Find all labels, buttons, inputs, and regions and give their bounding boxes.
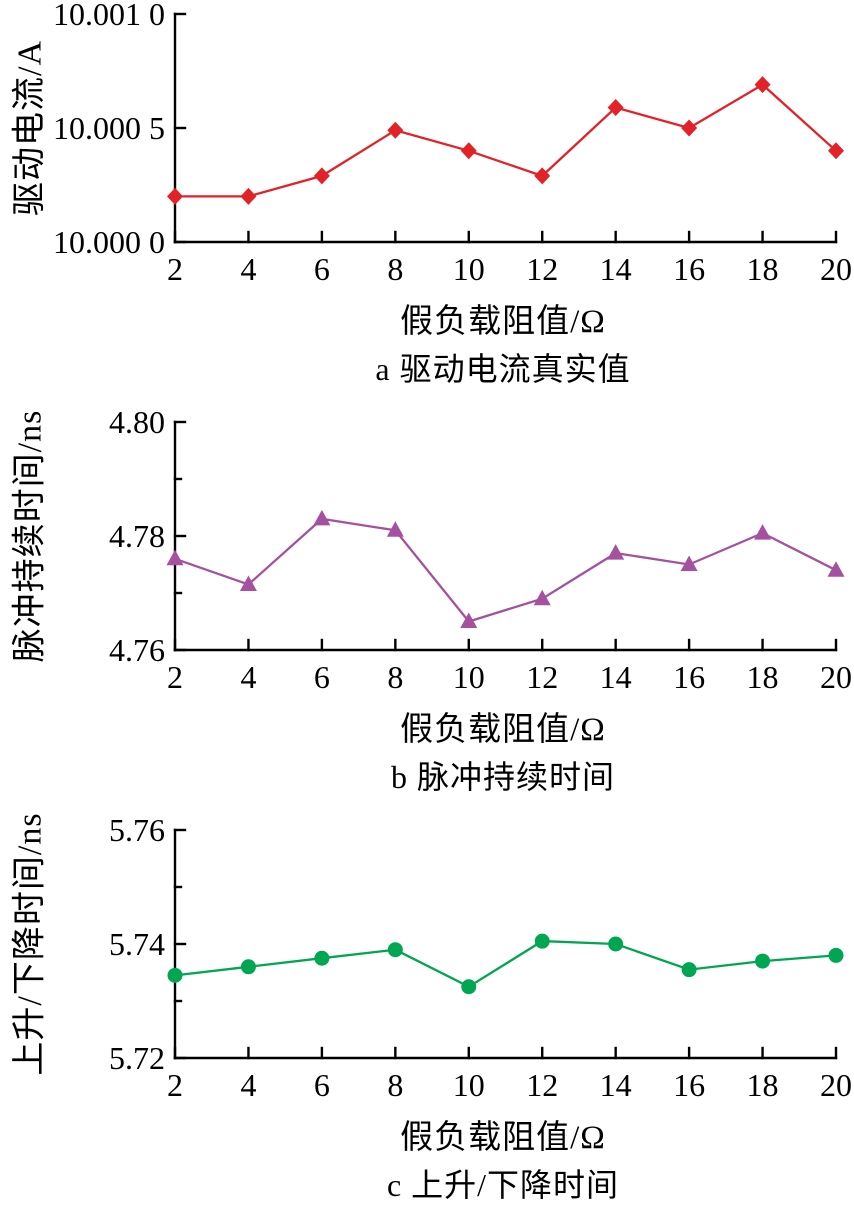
y-tick-label: 10.000 5 — [53, 110, 165, 146]
x-tick-label: 20 — [820, 1067, 852, 1103]
data-point-triangle — [239, 575, 257, 591]
x-tick-label: 8 — [387, 1067, 403, 1103]
x-tick-label: 4 — [240, 251, 256, 287]
data-point-triangle — [533, 589, 551, 606]
x-tick-label: 16 — [673, 251, 705, 287]
chart-c-caption: c 上升/下降时间 — [386, 1167, 620, 1203]
data-line — [174, 939, 837, 989]
data-point-diamond — [387, 121, 404, 139]
x-tick-label: 12 — [526, 659, 558, 695]
x-tick-label: 2 — [167, 251, 183, 287]
chart-a-plot: 10.000 0 10.000 5 10.001 0 2 4 6 8 10 12 14 16 18 20 — [53, 0, 852, 287]
chart-c-x-axis-label: 假负载阻值/Ω — [400, 1120, 606, 1156]
x-tick-label: 16 — [673, 659, 705, 695]
data-point-circle — [461, 979, 477, 995]
data-point-circle — [167, 967, 183, 983]
chart-c-y-axis-label: 上升/下降时间/ns — [11, 812, 49, 1076]
data-line — [175, 83, 837, 198]
x-tick-label: 4 — [240, 659, 256, 695]
data-point-circle — [387, 942, 403, 958]
x-tick-label: 10 — [453, 659, 485, 695]
data-point-diamond — [828, 142, 844, 160]
y-tick-label: 5.74 — [109, 926, 165, 962]
x-tick-label: 18 — [747, 251, 779, 287]
y-tick-label: 5.72 — [109, 1040, 165, 1076]
chart-a-x-axis-label: 假负载阻值/Ω — [400, 304, 606, 340]
data-point-circle — [828, 947, 844, 963]
data-point-diamond — [460, 142, 477, 160]
data-line — [174, 517, 837, 623]
data-point-triangle — [607, 544, 625, 560]
chart-a: 驱动电流/A 10.000 0 10.000 5 10.001 0 2 4 6 8 10 12 1… — [0, 0, 854, 408]
x-tick-label: 14 — [600, 659, 632, 695]
x-tick-label: 20 — [820, 251, 852, 287]
data-point-triangle — [460, 612, 478, 628]
data-point-circle — [314, 950, 330, 966]
x-tick-label: 18 — [747, 659, 779, 695]
x-tick-label: 20 — [820, 659, 852, 695]
data-point-circle — [755, 953, 771, 969]
x-tick-label: 6 — [314, 251, 330, 287]
data-point-diamond — [754, 76, 771, 94]
x-tick-label: 4 — [240, 1067, 256, 1103]
x-tick-label: 8 — [387, 659, 403, 695]
data-point-circle — [240, 959, 256, 975]
data-point-circle — [534, 933, 550, 949]
data-point-triangle — [166, 549, 184, 566]
data-point-diamond — [313, 167, 330, 185]
data-point-triangle — [386, 521, 404, 537]
data-point-triangle — [680, 555, 698, 571]
y-tick-label: 4.80 — [109, 408, 165, 440]
chart-a-caption: a 驱动电流真实值 — [375, 351, 631, 387]
x-tick-label: 16 — [673, 1067, 705, 1103]
chart-b: 脉冲持续时间/ns 4.76 4.78 4.80 2 4 6 8 10 12 14 16 18 20 假… — [0, 408, 854, 816]
x-tick-label: 6 — [314, 659, 330, 695]
chart-b-plot: 4.76 4.78 4.80 2 4 6 8 10 12 14 16 18 20 — [109, 408, 852, 695]
x-tick-label: 8 — [387, 251, 403, 287]
chart-c-plot: 5.72 5.74 5.76 2 4 6 8 10 12 14 16 18 20 — [109, 816, 852, 1103]
data-point-diamond — [681, 119, 698, 137]
x-tick-label: 10 — [453, 251, 485, 287]
x-tick-label: 2 — [167, 659, 183, 695]
y-tick-label: 10.000 0 — [53, 224, 165, 260]
x-tick-label: 14 — [600, 251, 632, 287]
chart-a-y-axis-label: 驱动电流/A — [11, 40, 49, 216]
chart-c: 上升/下降时间/ns 5.72 5.74 5.76 2 4 6 8 10 12 14 16 18 20 … — [0, 812, 854, 1224]
x-tick-label: 6 — [314, 1067, 330, 1103]
data-point-triangle — [827, 561, 845, 577]
data-point-triangle — [754, 524, 772, 540]
y-tick-label: 10.001 0 — [53, 0, 165, 32]
data-point-circle — [608, 936, 624, 952]
y-tick-label: 5.76 — [109, 816, 165, 848]
data-point-circle — [681, 962, 697, 978]
data-point-diamond — [534, 167, 551, 185]
y-tick-label: 4.76 — [109, 632, 165, 668]
chart-b-y-axis-label: 脉冲持续时间/ns — [11, 409, 49, 663]
data-point-diamond — [167, 187, 183, 205]
x-tick-label: 2 — [167, 1067, 183, 1103]
x-tick-label: 12 — [526, 1067, 558, 1103]
data-point-diamond — [240, 187, 257, 205]
x-tick-label: 12 — [526, 251, 558, 287]
y-tick-label: 4.78 — [109, 518, 165, 554]
chart-b-caption: b 脉冲持续时间 — [390, 759, 615, 795]
data-point-diamond — [607, 98, 624, 116]
x-tick-label: 14 — [600, 1067, 632, 1103]
x-tick-label: 10 — [453, 1067, 485, 1103]
data-point-triangle — [313, 509, 331, 526]
chart-b-x-axis-label: 假负载阻值/Ω — [400, 712, 606, 748]
x-tick-label: 18 — [747, 1067, 779, 1103]
